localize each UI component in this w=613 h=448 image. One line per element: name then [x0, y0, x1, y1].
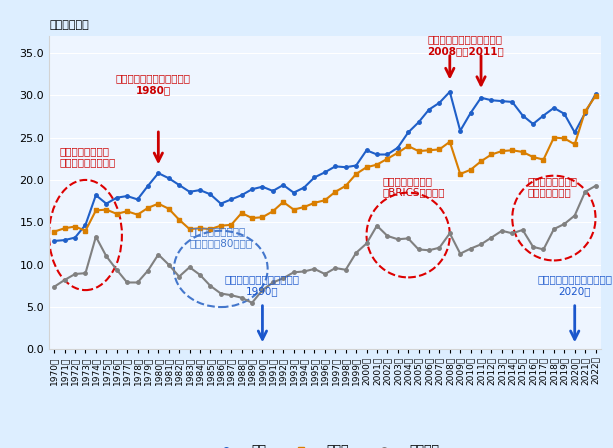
ブラジル	[478, 241, 485, 247]
Text: アウトパフォーム
（ブラジルの奇跡）: アウトパフォーム （ブラジルの奇跡）	[59, 146, 116, 168]
Line: ブラジル: ブラジル	[53, 184, 597, 305]
世界	[373, 152, 381, 157]
Text: （単位：％）: （単位：％）	[49, 20, 89, 30]
中南米	[530, 155, 537, 160]
世界	[50, 238, 58, 244]
世界	[478, 95, 485, 100]
ブラジル	[50, 284, 58, 289]
中南米	[394, 150, 402, 155]
世界	[394, 145, 402, 151]
中南米	[467, 167, 474, 172]
ブラジル	[248, 300, 256, 306]
ブラジル	[540, 247, 547, 252]
Text: コモディティー価格ピーク
1980年: コモディティー価格ピーク 1980年	[116, 73, 191, 95]
ブラジル	[592, 183, 600, 189]
Text: アンダーパフォーム
（失われた80年代）: アンダーパフォーム （失われた80年代）	[189, 227, 253, 248]
ブラジル	[196, 272, 204, 278]
Text: コモディティー価格ボトム
2020年: コモディティー価格ボトム 2020年	[537, 275, 612, 296]
中南米	[373, 162, 381, 168]
ブラジル	[384, 233, 391, 238]
中南米	[592, 93, 600, 99]
世界	[446, 89, 454, 95]
世界	[196, 187, 204, 193]
Legend: 世界, 中南米, ブラジル: 世界, 中南米, ブラジル	[205, 439, 444, 448]
Text: コモディティー価格ボトム
1990年: コモディティー価格ボトム 1990年	[225, 275, 300, 296]
ブラジル	[373, 223, 381, 228]
Line: 中南米: 中南米	[53, 94, 597, 233]
Text: アウトパフォーム
（輸入円滑化）: アウトパフォーム （輸入円滑化）	[528, 176, 578, 197]
ブラジル	[405, 236, 412, 241]
中南米	[196, 225, 204, 231]
Text: アウトパフォーム
（BRICSの台頭）: アウトパフォーム （BRICSの台頭）	[382, 176, 444, 197]
世界	[540, 113, 547, 118]
世界	[363, 147, 370, 153]
世界	[592, 92, 600, 97]
中南米	[50, 229, 58, 234]
Text: コモディティー価格ピーク
2008年、2011年: コモディティー価格ピーク 2008年、2011年	[427, 34, 504, 56]
Line: 世界: 世界	[53, 90, 597, 243]
中南米	[363, 164, 370, 170]
